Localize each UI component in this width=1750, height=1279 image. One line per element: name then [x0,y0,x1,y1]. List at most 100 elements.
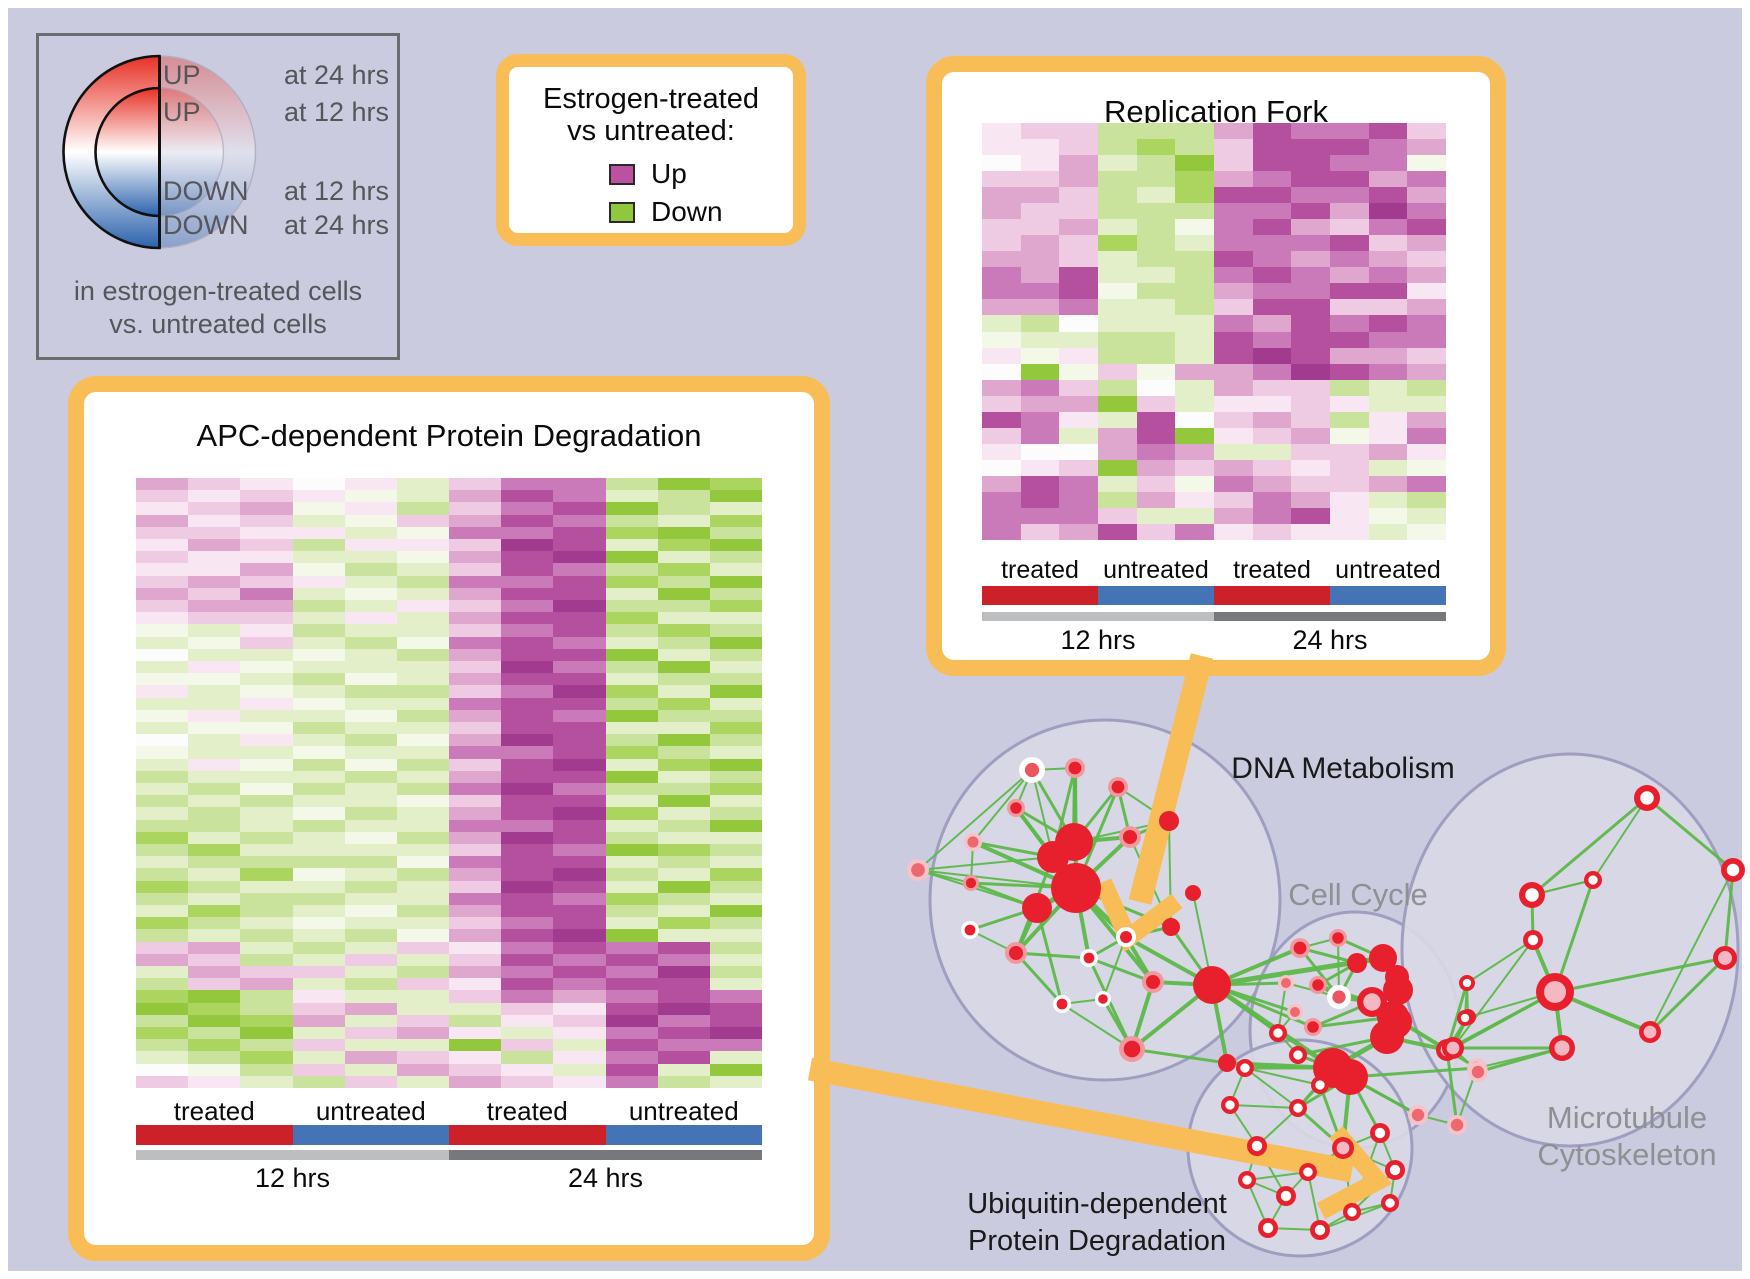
heatmap-cell [501,490,554,503]
heatmap-cell [449,746,502,759]
heatmap-cell [657,978,710,991]
heatmap-cell [1175,235,1214,252]
heatmap-cell [1098,459,1137,476]
heatmap-cell [501,612,554,625]
heatmap-cell [292,587,345,600]
heatmap-cell [553,1051,606,1064]
heatmap-cell [136,563,189,576]
heatmap-cell [1214,219,1253,236]
heatmap-cell [449,636,502,649]
heatmap-cell [1020,283,1060,300]
legend-row-time: at 12 hrs [284,176,389,206]
heatmap-cell [553,746,606,759]
heatmap-cell [1330,491,1369,508]
heatmap-cell [1368,411,1408,428]
heatmap-cell [1407,267,1446,284]
heatmap-cell [1098,187,1137,204]
heatmap-cell [188,673,241,686]
heatmap-cell [449,758,502,771]
heatmap-cell [292,880,345,893]
heatmap-cell [396,1075,449,1088]
heatmap-cell [657,636,710,649]
heatmap-cell [1175,411,1214,428]
heatmap-cell [136,612,189,625]
heatmap-cell [396,1026,449,1040]
heatmap-cell [553,490,606,503]
heatmap-cell [1252,475,1292,492]
heatmap-cell [1330,379,1369,396]
heatmap-cell [553,819,606,832]
heatmap-cell [1214,171,1253,188]
heatmap-cell [501,843,554,857]
heatmap-cell [1059,283,1098,300]
heatmap-cell [240,831,293,844]
heatmap-cell [553,538,606,552]
heatmap-cell [501,1039,554,1052]
heatmap-cell [1059,331,1098,348]
heatmap-cell [136,1014,189,1027]
heatmap-cell [1252,219,1292,236]
heatmap-cell [1175,267,1214,284]
heatmap-cell [709,612,762,625]
heatmap-cell [136,575,189,588]
heatmap-cell [657,697,710,710]
heatmap-cell [553,514,606,527]
heatmap-cell [553,1002,606,1015]
heatmap-cell [1330,331,1369,348]
replication-fork-time-labels: 12 hrs 24 hrs [982,625,1446,656]
heatmap-cell [449,648,502,661]
heatmap-cell [709,1063,762,1076]
heatmap-cell [240,575,293,588]
heatmap-cell [188,831,241,844]
heatmap-cell [1330,443,1369,460]
heatmap-cell [344,758,397,771]
heatmap-cell [709,758,762,771]
heatmap-cell [449,502,502,515]
heatmap-cell [449,770,502,783]
heatmap-cell [709,685,762,698]
heatmap-cell [553,917,606,930]
time-bar [1214,612,1446,621]
heatmap-cell [344,575,397,588]
heatmap-cell [1175,251,1214,268]
heatmap-cell [1407,139,1446,156]
heatmap-cell [344,831,397,844]
heatmap-cell [657,1075,710,1088]
heatmap-cell [657,490,710,503]
heatmap-cell [344,868,397,881]
heatmap-cell [605,1039,658,1052]
heatmap-cell [1098,331,1137,348]
heatmap-cell [501,953,554,966]
heatmap-cell [1214,283,1253,300]
heatmap-cell [657,514,710,527]
heatmap-cell [1407,427,1446,444]
heatmap-cell [657,624,710,637]
heatmap-cell [1291,491,1330,508]
time-bar [136,1150,449,1160]
heatmap-cell [982,395,1021,412]
heatmap-cell [136,673,189,686]
heatmap-cell [1330,251,1369,268]
legend-row-time: at 12 hrs [284,97,389,127]
heatmap-cell [240,770,293,783]
heatmap-cell [1059,219,1098,236]
heatmap-cell [449,917,502,930]
heatmap-cell [1020,139,1060,156]
heatmap-cell [1136,523,1176,540]
heatmap-cell [1059,235,1098,252]
heatmap-cell [605,587,658,600]
heatmap-cell [1368,187,1408,204]
heatmap-cell [1214,507,1253,524]
heatmap-cell [344,587,397,600]
heatmap-cell [1291,139,1330,156]
heatmap-cell [501,1051,554,1064]
heatmap-cell [501,734,554,747]
heatmap-cell [344,502,397,515]
heatmap-cell [292,795,345,808]
heatmap-cell [240,721,293,735]
heatmap-cell [1330,363,1369,380]
heatmap-cell [1291,235,1330,252]
heatmap-cell [344,490,397,503]
heatmap-cell [1368,139,1408,156]
heatmap-cell [1330,283,1369,300]
